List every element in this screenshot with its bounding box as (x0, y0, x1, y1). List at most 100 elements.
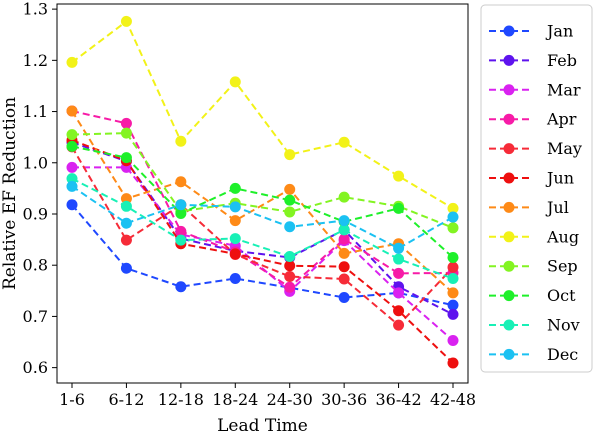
data-point (338, 191, 350, 203)
series-line (71, 185, 454, 250)
series-line (71, 110, 454, 294)
series-aug (66, 15, 459, 214)
data-point (120, 217, 132, 229)
x-tick-label: 6-12 (108, 390, 144, 409)
y-tick-label: 0.6 (23, 358, 48, 377)
data-point (175, 135, 187, 147)
x-tick-label: 42-48 (430, 390, 476, 409)
series-line (71, 204, 454, 307)
data-point (66, 56, 78, 68)
x-tick-label: 30-36 (321, 390, 367, 409)
data-point (393, 319, 405, 331)
data-point (284, 250, 296, 262)
data-point (338, 247, 350, 259)
data-point (338, 224, 350, 236)
data-point (66, 140, 78, 152)
data-point (175, 176, 187, 188)
legend-label: Oct (547, 286, 576, 305)
legend-item-sep: Sep (489, 257, 578, 276)
data-point (66, 173, 78, 185)
data-point (120, 15, 132, 27)
legend-item-apr: Apr (489, 110, 577, 129)
data-point (447, 334, 459, 346)
legend-label: May (547, 139, 582, 158)
y-tick-label: 0.8 (23, 256, 48, 275)
legend-marker (503, 84, 515, 96)
data-point (66, 180, 78, 192)
data-point (393, 170, 405, 182)
data-point (229, 182, 241, 194)
y-tick-label: 0.9 (23, 204, 48, 223)
series-nov (66, 173, 459, 285)
x-axis-title: Lead Time (217, 416, 308, 435)
series-layer (66, 15, 459, 369)
legend-item-mar: Mar (489, 80, 581, 99)
data-point (393, 202, 405, 214)
data-point (120, 234, 132, 246)
data-point (175, 199, 187, 211)
data-point (284, 149, 296, 161)
legend-marker (503, 231, 515, 243)
series-line (71, 141, 454, 316)
legend-item-jan: Jan (489, 22, 573, 41)
data-point (338, 261, 350, 273)
data-point (284, 260, 296, 272)
data-point (447, 299, 459, 311)
y-tick-label: 1.3 (23, 0, 48, 19)
data-point (120, 200, 132, 212)
data-point (229, 76, 241, 88)
x-axis: 1-6 6-12 12-18 18-24 24-30 30-36 36-42 42-48 (59, 383, 476, 409)
series-line (71, 177, 454, 280)
legend-marker (503, 319, 515, 331)
data-point (175, 281, 187, 293)
series-line (71, 146, 454, 327)
data-point (447, 308, 459, 320)
legend-marker (503, 113, 515, 125)
x-tick-label: 24-30 (267, 390, 313, 409)
legend-label: Aug (546, 227, 579, 246)
data-point (447, 273, 459, 285)
data-point (66, 199, 78, 211)
legend: Jan Feb Mar Apr May Jun Jul Aug Sep Oct Nov Dec (480, 4, 593, 373)
data-point (393, 287, 405, 299)
legend-marker (503, 201, 515, 213)
legend-marker (503, 290, 515, 302)
data-point (175, 225, 187, 237)
legend-item-jul: Jul (489, 198, 569, 217)
legend-marker (503, 172, 515, 184)
legend-marker (503, 260, 515, 272)
legend-label: Sep (547, 257, 578, 276)
data-point (447, 357, 459, 369)
x-tick-label: 36-42 (376, 390, 422, 409)
x-tick-label: 1-6 (59, 390, 85, 409)
series-dec (66, 180, 459, 254)
data-point (66, 105, 78, 117)
legend-marker (503, 25, 515, 37)
y-tick-label: 1.0 (23, 153, 48, 172)
data-point (284, 270, 296, 282)
data-point (447, 222, 459, 234)
legend-item-may: May (489, 139, 582, 158)
data-point (284, 281, 296, 293)
legend-label: Mar (547, 80, 581, 99)
legend-label: Apr (546, 110, 577, 129)
data-point (175, 207, 187, 219)
x-tick-label: 18-24 (212, 390, 258, 409)
data-point (338, 136, 350, 148)
data-point (338, 273, 350, 285)
legend-item-feb: Feb (489, 51, 577, 70)
data-point (393, 253, 405, 265)
data-point (284, 183, 296, 195)
data-point (229, 273, 241, 285)
series-line (71, 19, 454, 210)
data-point (338, 233, 350, 245)
data-point (447, 202, 459, 214)
data-point (229, 233, 241, 245)
series-line (71, 145, 454, 259)
legend-label: Jul (545, 198, 569, 217)
data-point (229, 201, 241, 213)
y-axis-title: Relative EF Reduction (0, 97, 20, 290)
data-point (393, 242, 405, 254)
legend-marker (503, 143, 515, 155)
